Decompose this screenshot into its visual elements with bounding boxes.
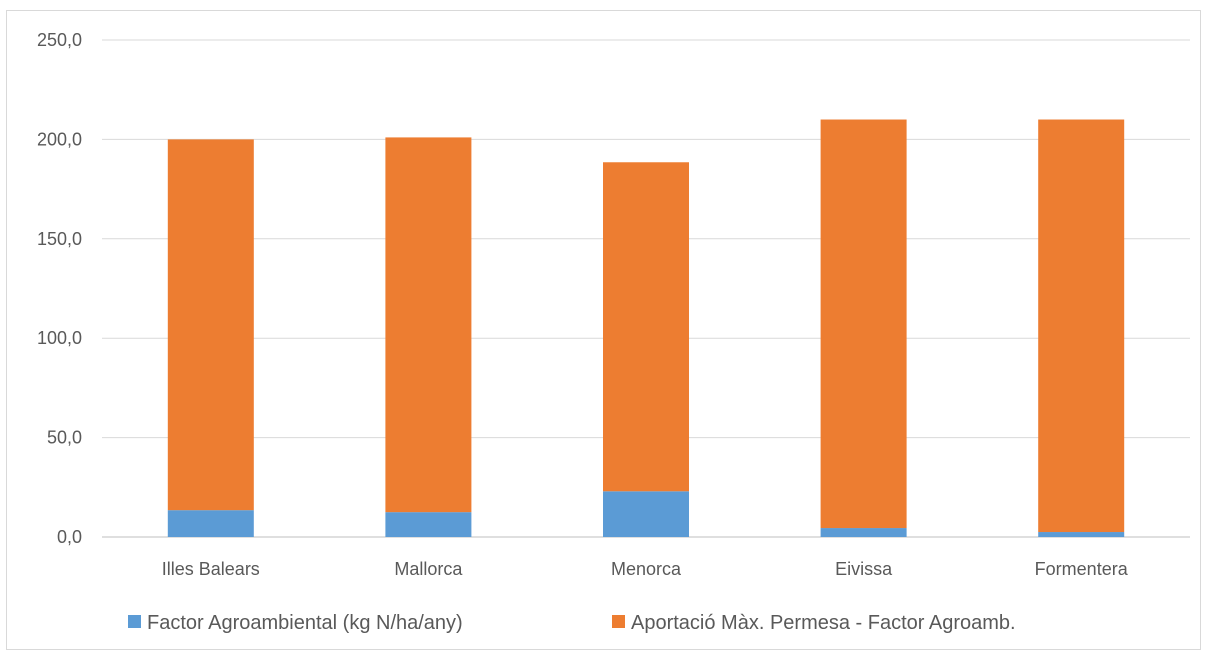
y-tick-label: 50,0 [47,428,82,448]
bar-aportacio-max-menorca [603,162,689,492]
y-tick-label: 250,0 [37,30,82,50]
legend-label: Factor Agroambiental (kg N/ha/any) [147,612,463,634]
bars [167,119,1125,537]
x-category-label: Illes Balears [162,559,260,579]
x-category-label: Mallorca [394,559,463,579]
y-axis: 0,0 50,0 100,0 150,0 200,0 250,0 [37,30,82,547]
bar-aportacio-max-eivissa [820,119,907,529]
y-tick-label: 0,0 [57,527,82,547]
bar-factor-agroambiental-mallorca [385,512,472,537]
gridlines [102,39,1190,538]
y-tick-label: 100,0 [37,328,82,348]
legend-swatch [612,615,625,628]
x-category-label: Eivissa [835,559,893,579]
bar-factor-agroambiental-menorca [603,491,689,537]
bar-aportacio-max-formentera [1038,119,1125,533]
bar-aportacio-max-illes-balears [167,139,254,511]
x-axis: Illes Balears Mallorca Menorca Eivissa Forme… [162,559,1129,579]
bar-factor-agroambiental-formentera [1038,532,1125,537]
legend-swatch [128,615,141,628]
legend-label: Aportació Màx. Permesa - Factor Agroamb. [631,612,1016,634]
bar-aportacio-max-mallorca [385,137,472,513]
x-category-label: Menorca [611,559,682,579]
bar-factor-agroambiental-eivissa [820,528,907,537]
y-tick-label: 150,0 [37,229,82,249]
legend: Factor Agroambiental (kg N/ha/any) Aporta… [128,612,1016,634]
x-category-label: Formentera [1035,559,1129,579]
y-tick-label: 200,0 [37,129,82,149]
bar-factor-agroambiental-illes-balears [167,510,254,537]
